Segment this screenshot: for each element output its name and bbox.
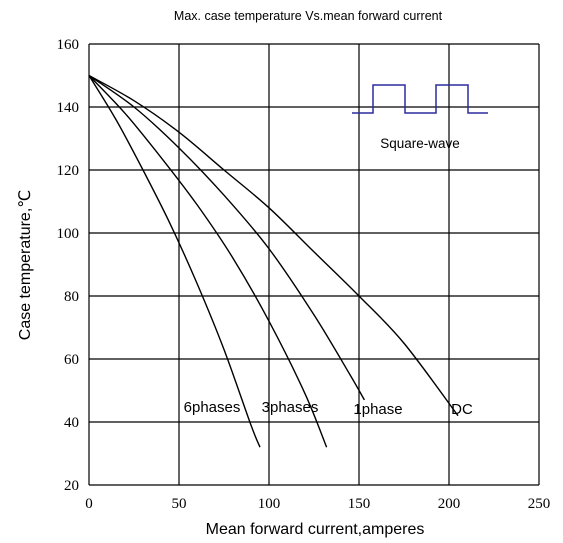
- series-label-6phases: 6phases: [184, 399, 241, 416]
- series-line-1phase: [88, 74, 366, 401]
- series-labels: 6phases 3phases 1phase DC: [184, 399, 473, 418]
- x-tick-label: 250: [528, 496, 551, 512]
- y-tick-label: 80: [64, 289, 79, 305]
- y-tick-label: 140: [57, 100, 80, 116]
- x-tick-label: 0: [85, 496, 93, 512]
- y-tick-label: 160: [57, 37, 80, 53]
- series-line-3phases: [88, 75, 328, 448]
- square-wave-icon: [352, 84, 488, 114]
- square-wave-label: Square-wave: [380, 136, 460, 151]
- x-tick-label: 100: [258, 496, 281, 512]
- y-tick-label: 40: [64, 415, 79, 431]
- x-tick-label: 200: [438, 496, 461, 512]
- series-label-DC: DC: [451, 401, 473, 418]
- y-tick-label: 60: [64, 352, 79, 368]
- series-lines: [88, 74, 459, 448]
- tick-labels: 20 40 60 80 100 120 140 160 0 50 100 150 200 250: [57, 37, 551, 512]
- series-label-3phases: 3phases: [262, 399, 319, 416]
- y-tick-label: 20: [64, 478, 79, 494]
- x-tick-label: 50: [172, 496, 187, 512]
- y-tick-label: 100: [57, 226, 80, 242]
- y-tick-label: 120: [57, 163, 80, 179]
- x-tick-label: 150: [348, 496, 371, 512]
- series-label-1phase: 1phase: [353, 401, 402, 418]
- y-axis-label: Case temperature,℃: [17, 190, 34, 341]
- series-line-6phases: [88, 75, 261, 448]
- square-wave-inset: Square-wave: [352, 84, 488, 151]
- x-axis-label: Mean forward current,amperes: [206, 521, 425, 538]
- series-line-DC: [88, 74, 459, 417]
- grid: [88, 43, 540, 486]
- chart-title: Max. case temperature Vs.mean forward cu…: [174, 9, 443, 23]
